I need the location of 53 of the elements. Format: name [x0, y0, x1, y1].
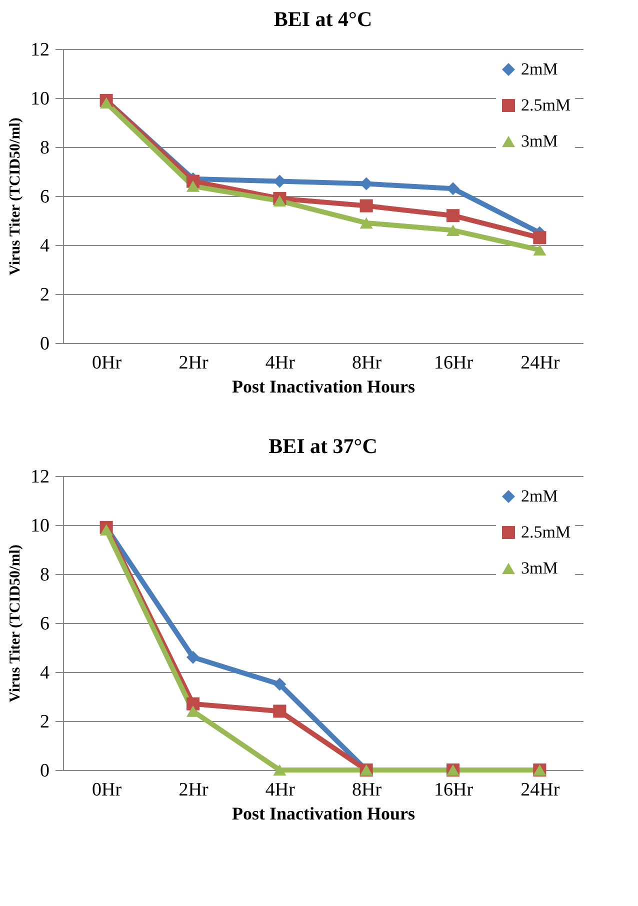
y-tick-label: 4 [40, 236, 50, 256]
legend-label: 2mM [521, 60, 558, 78]
y-axis-title: Virus Titer (TCID50/ml) [8, 118, 24, 276]
legend-label: 2mM [521, 486, 558, 506]
point [446, 224, 460, 236]
y-tick-label: 6 [40, 186, 50, 208]
x-axis-title: Post Inactivation Hours [232, 376, 416, 396]
point [186, 697, 200, 710]
x-tick-label: 4Hr [265, 780, 296, 800]
point [360, 217, 373, 229]
chart-title: BEI at 4°C [274, 7, 372, 31]
point [273, 764, 286, 776]
x-tick-label: 24Hr [520, 780, 560, 800]
y-tick-label: 4 [40, 662, 50, 684]
y-axis-title: Virus Titer (TCID50/ml) [8, 544, 24, 702]
legend-label: 2.5mM [521, 522, 571, 542]
point [273, 678, 286, 691]
x-tick-label: 4Hr [265, 352, 296, 374]
x-tick-label: 16Hr [434, 780, 474, 800]
point [446, 209, 460, 222]
legend-label: 3mM [521, 132, 558, 150]
y-tick-label: 10 [30, 516, 50, 536]
point [100, 524, 113, 536]
x-tick-label: 8Hr [352, 352, 382, 374]
legend-label: 2.5mM [521, 96, 571, 114]
x-tick-label: 2Hr [178, 780, 209, 800]
point [100, 97, 113, 109]
y-tick-label: 6 [40, 614, 50, 634]
point [533, 244, 546, 256]
point [273, 195, 286, 207]
x-tick-label: 0Hr [92, 352, 122, 374]
y-tick-label: 0 [40, 760, 50, 782]
y-tick-label: 2 [40, 284, 50, 306]
x-tick-label: 24Hr [520, 352, 560, 374]
y-tick-label: 12 [30, 466, 50, 488]
x-tick-label: 16Hr [434, 352, 474, 374]
y-tick-label: 10 [30, 88, 50, 110]
x-axis-title: Post Inactivation Hours [232, 804, 416, 824]
y-tick-label: 8 [40, 564, 50, 586]
y-tick-label: 0 [40, 334, 50, 354]
y-tick-label: 8 [40, 138, 50, 158]
x-tick-label: 0Hr [92, 780, 122, 800]
point [533, 231, 546, 244]
point [360, 199, 373, 212]
x-tick-label: 2Hr [178, 352, 209, 374]
y-tick-label: 12 [30, 40, 50, 60]
chart-title: BEI at 37°C [268, 434, 378, 458]
x-tick-label: 8Hr [352, 780, 382, 800]
y-tick-label: 2 [40, 712, 50, 732]
point [186, 180, 200, 192]
legend-label: 3mM [521, 558, 558, 578]
point [273, 704, 286, 718]
point [186, 650, 200, 664]
